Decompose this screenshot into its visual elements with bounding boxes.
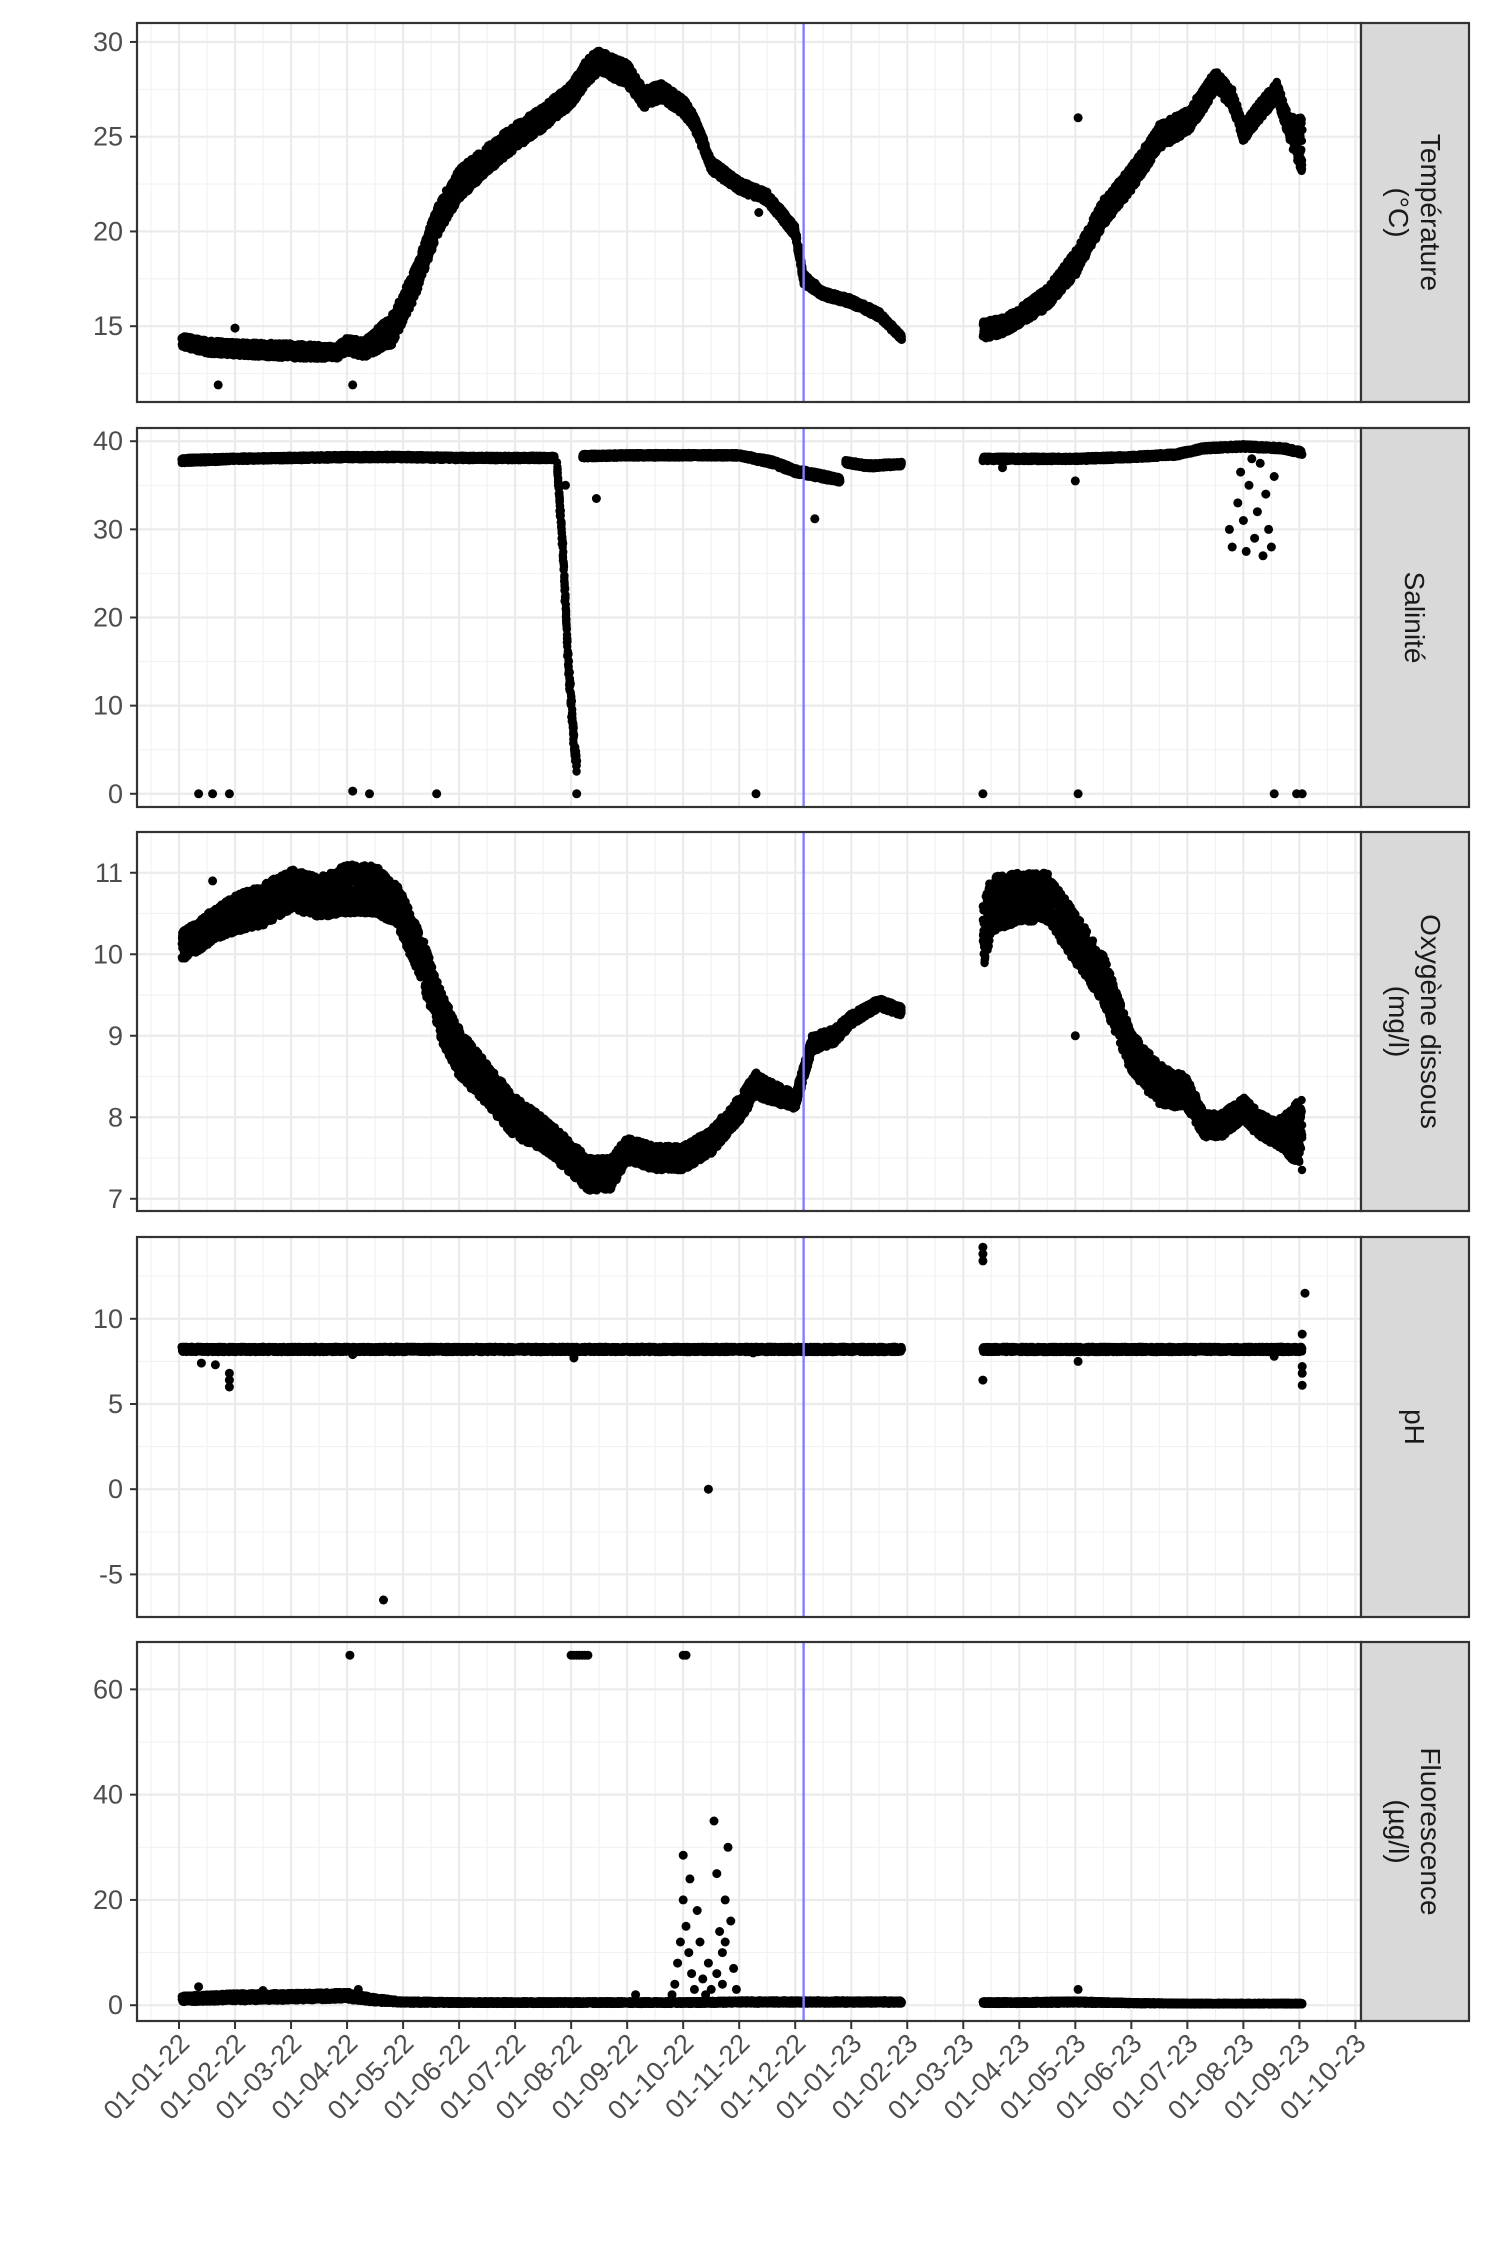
- panel-1: 15202530Température(°C): [93, 23, 1469, 402]
